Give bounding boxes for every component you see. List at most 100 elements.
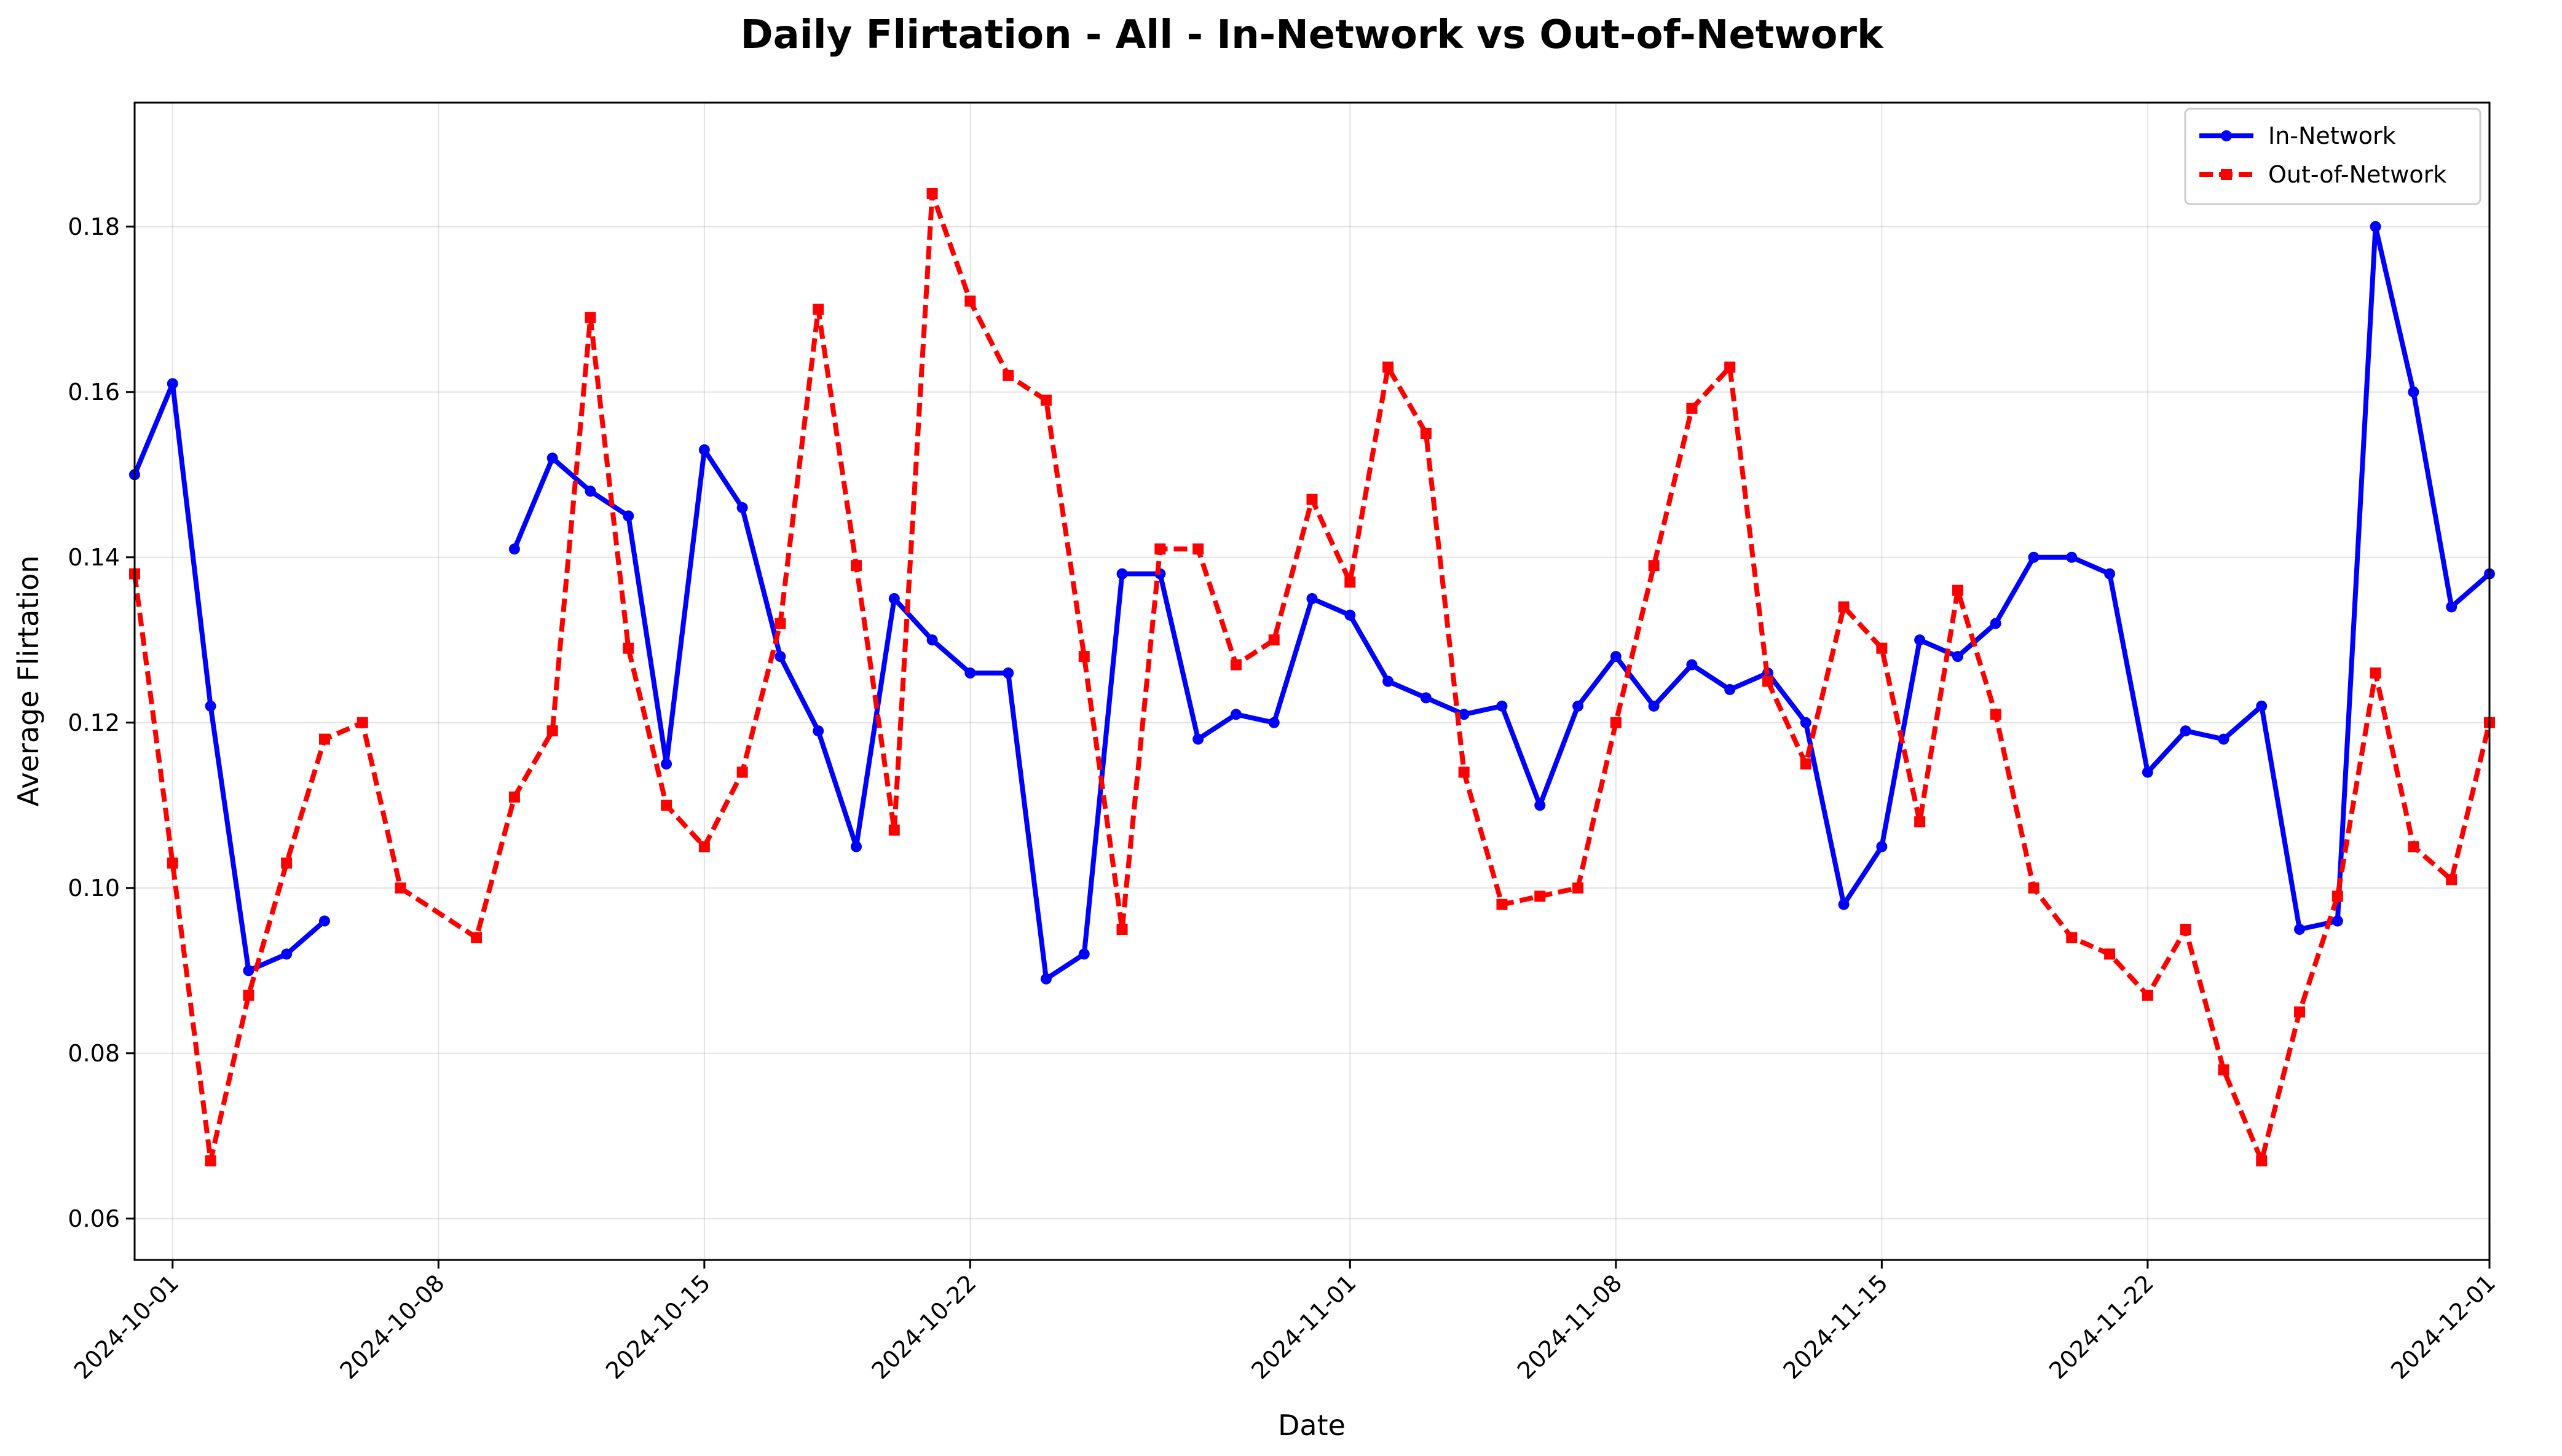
data-point [851, 841, 862, 852]
data-point [508, 543, 520, 555]
data-point [926, 187, 938, 199]
data-point [318, 733, 330, 745]
data-point [2104, 948, 2116, 960]
data-point [775, 651, 786, 663]
data-point [888, 824, 900, 836]
data-point [167, 857, 178, 869]
y-tick-label: 0.08 [68, 1040, 120, 1067]
legend-marker-in-network [2221, 130, 2232, 141]
data-point [1724, 361, 1736, 373]
data-point [1610, 717, 1622, 728]
x-axis-label: Date [1278, 1409, 1346, 1442]
data-point [1344, 609, 1356, 621]
data-point [2408, 386, 2419, 398]
data-point [357, 717, 368, 728]
data-point [661, 800, 672, 811]
y-axis-label: Average Flirtation [12, 556, 45, 807]
data-point [1078, 948, 1090, 960]
data-point [2066, 932, 2078, 943]
data-point [2066, 551, 2078, 563]
data-point [1876, 841, 1888, 852]
data-point [623, 642, 634, 654]
data-point [813, 725, 824, 737]
data-point [888, 593, 900, 604]
data-point [1952, 584, 1963, 596]
data-point [1610, 651, 1622, 663]
data-point [243, 965, 254, 977]
data-point [2446, 601, 2458, 613]
data-point [2104, 568, 2116, 580]
data-point [508, 791, 520, 803]
data-point [1648, 700, 1660, 712]
data-point [1306, 593, 1318, 604]
y-tick-label: 0.12 [68, 709, 120, 736]
y-tick-label: 0.18 [68, 213, 120, 240]
data-point [1686, 403, 1698, 414]
data-point [1003, 667, 1014, 679]
data-point [2331, 915, 2343, 927]
data-point [1534, 891, 1546, 902]
data-point [1420, 428, 1432, 439]
data-point [546, 725, 558, 737]
data-point [205, 700, 216, 712]
legend: In-Network Out-of-Network [2184, 108, 2481, 205]
data-point [964, 667, 976, 679]
data-point [1838, 601, 1850, 613]
data-point [2408, 841, 2419, 852]
data-point [2142, 990, 2153, 1001]
data-point [1078, 651, 1090, 663]
data-point [471, 932, 483, 943]
data-point [1458, 766, 1470, 778]
data-point [2180, 924, 2191, 935]
data-point [698, 841, 710, 852]
data-point [1040, 973, 1052, 985]
legend-label-in-network: In-Network [2268, 122, 2396, 149]
data-point [281, 948, 293, 960]
y-tick-label: 0.10 [68, 875, 120, 902]
data-point [851, 560, 862, 572]
data-point [2028, 882, 2040, 894]
series-layer [129, 187, 2495, 1167]
data-point [167, 378, 178, 390]
series-line-out-of-network [132, 191, 2492, 1163]
data-point [2446, 874, 2458, 886]
data-point [1458, 709, 1470, 720]
data-point [2028, 551, 2040, 563]
data-point [2331, 891, 2343, 902]
data-point [1724, 683, 1736, 695]
y-axis-ticks: 0.06 0.08 0.10 0.12 0.14 0.16 0.18 [68, 213, 135, 1232]
data-point [698, 444, 710, 455]
data-point [395, 882, 406, 894]
data-point [2370, 221, 2381, 232]
data-point [1914, 634, 1926, 646]
data-point [1382, 361, 1394, 373]
data-point [2294, 1006, 2306, 1018]
data-point [1192, 733, 1204, 745]
chart-title: Daily Flirtation - All - In-Network vs O… [740, 12, 1884, 58]
data-point [1914, 816, 1926, 828]
data-point [2370, 667, 2381, 679]
data-point [661, 758, 672, 769]
data-point [926, 634, 938, 646]
data-point [1572, 882, 1584, 894]
data-point [1344, 576, 1356, 588]
data-point [1496, 899, 1508, 910]
y-tick-label: 0.16 [68, 379, 120, 406]
data-point [2218, 733, 2229, 745]
data-point [318, 915, 330, 927]
data-point [1990, 709, 2001, 720]
data-point [1192, 543, 1204, 555]
data-point [1686, 659, 1698, 671]
y-tick-label: 0.14 [68, 544, 120, 571]
data-point [1268, 717, 1280, 728]
data-point [1116, 924, 1128, 935]
data-point [1116, 568, 1128, 580]
grid-lines [135, 103, 2490, 1260]
data-point [1838, 899, 1850, 910]
data-point [623, 510, 634, 522]
data-point [1496, 700, 1508, 712]
legend-label-out-of-network: Out-of-Network [2268, 161, 2446, 188]
data-point [205, 1155, 216, 1167]
data-point [775, 618, 786, 629]
